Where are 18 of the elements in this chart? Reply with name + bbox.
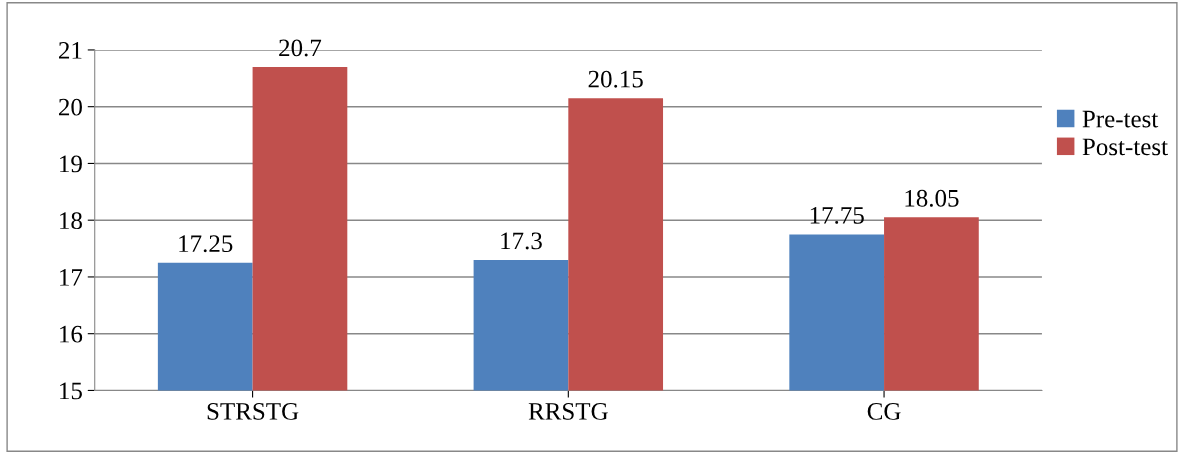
data-label: 18.05 [905,189,959,207]
x-tick-label: RRSTG [528,403,608,420]
data-label: 17.75 [810,206,864,224]
legend-label: Pre-test [1082,110,1159,128]
data-label: 20.15 [588,70,643,88]
y-tick-label: 21 [59,42,82,59]
y-tick-label: 19 [60,155,82,173]
x-tick-label: STRSTG [207,403,299,420]
data-label: 20.7 [279,39,322,57]
data-label: 17.25 [179,235,233,253]
y-tick-label: 16 [60,325,83,343]
data-label: 17.3 [501,232,542,250]
y-tick-label: 20 [59,98,82,116]
y-tick-label: 15 [60,382,82,400]
legend-label: Post-test [1082,138,1168,156]
y-tick-label: 17 [60,269,83,286]
x-tick-label: CG [867,403,901,420]
y-tick-label: 18 [60,212,82,230]
